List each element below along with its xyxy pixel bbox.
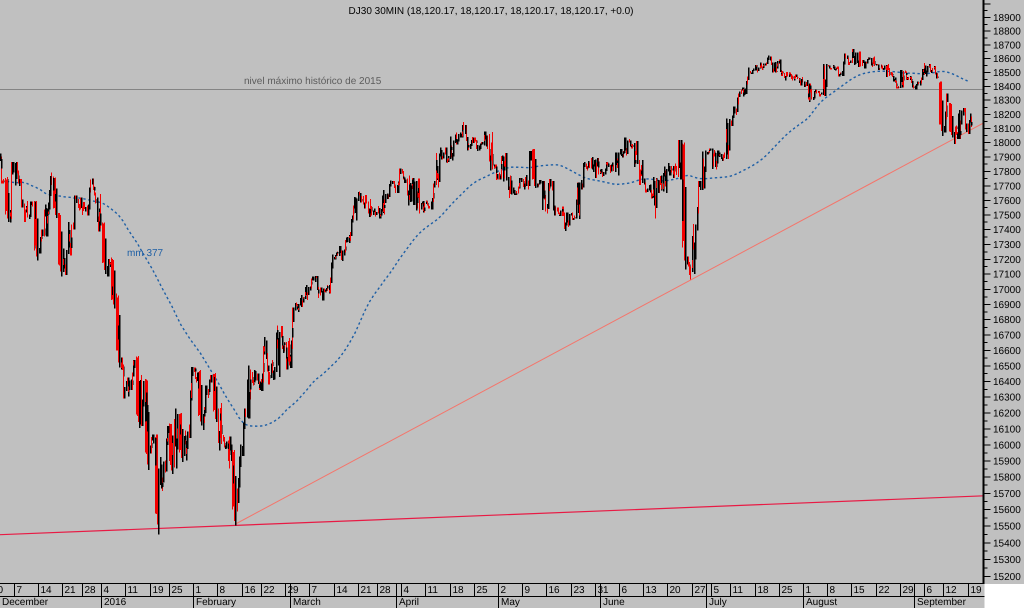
svg-text:16900: 16900 xyxy=(993,300,1021,311)
svg-text:8: 8 xyxy=(830,585,836,596)
svg-text:13: 13 xyxy=(646,585,658,596)
svg-text:16800: 16800 xyxy=(993,315,1021,326)
svg-text:April: April xyxy=(399,597,419,608)
svg-text:February: February xyxy=(196,597,236,608)
svg-text:11: 11 xyxy=(428,585,439,596)
svg-text:1: 1 xyxy=(806,585,812,596)
svg-text:17600: 17600 xyxy=(993,196,1021,207)
svg-text:18: 18 xyxy=(453,585,465,596)
svg-text:22: 22 xyxy=(264,585,276,596)
svg-text:18700: 18700 xyxy=(993,41,1021,52)
svg-text:16100: 16100 xyxy=(993,425,1021,436)
svg-text:29: 29 xyxy=(288,585,300,596)
svg-text:8: 8 xyxy=(220,585,226,596)
svg-text:20: 20 xyxy=(670,585,682,596)
svg-text:16: 16 xyxy=(245,585,257,596)
svg-text:15800: 15800 xyxy=(993,473,1021,484)
svg-text:6: 6 xyxy=(927,585,933,596)
svg-text:6: 6 xyxy=(622,585,628,596)
svg-text:5: 5 xyxy=(714,585,720,596)
svg-text:29: 29 xyxy=(903,585,915,596)
svg-text:18900: 18900 xyxy=(993,13,1021,24)
svg-text:16300: 16300 xyxy=(993,393,1021,404)
svg-text:17900: 17900 xyxy=(993,153,1021,164)
svg-text:June: June xyxy=(603,597,625,608)
svg-text:December: December xyxy=(2,597,49,608)
svg-text:15: 15 xyxy=(854,585,866,596)
svg-text:16500: 16500 xyxy=(993,362,1021,373)
svg-text:16: 16 xyxy=(549,585,561,596)
svg-text:16400: 16400 xyxy=(993,377,1021,388)
svg-text:18300: 18300 xyxy=(993,96,1021,107)
svg-text:27: 27 xyxy=(695,585,707,596)
svg-text:25: 25 xyxy=(477,585,489,596)
svg-text:15700: 15700 xyxy=(993,489,1021,500)
svg-text:16700: 16700 xyxy=(993,331,1021,342)
svg-text:28: 28 xyxy=(85,585,97,596)
svg-text:1: 1 xyxy=(196,585,202,596)
svg-text:September: September xyxy=(917,597,967,608)
svg-text:17100: 17100 xyxy=(993,270,1021,281)
svg-text:4: 4 xyxy=(404,585,410,596)
svg-text:18: 18 xyxy=(758,585,770,596)
svg-text:25: 25 xyxy=(172,585,184,596)
svg-text:17500: 17500 xyxy=(993,211,1021,222)
svg-text:14: 14 xyxy=(337,585,349,596)
svg-text:17200: 17200 xyxy=(993,255,1021,266)
svg-text:17300: 17300 xyxy=(993,240,1021,251)
svg-text:14: 14 xyxy=(41,585,53,596)
svg-text:30: 30 xyxy=(0,585,4,596)
svg-text:16600: 16600 xyxy=(993,346,1021,357)
svg-text:15900: 15900 xyxy=(993,457,1021,468)
svg-text:11: 11 xyxy=(128,585,139,596)
svg-text:mm 377: mm 377 xyxy=(127,248,164,259)
svg-text:9: 9 xyxy=(525,585,531,596)
svg-text:19: 19 xyxy=(153,585,165,596)
svg-text:15200: 15200 xyxy=(993,572,1021,583)
svg-text:2016: 2016 xyxy=(104,597,127,608)
svg-text:28: 28 xyxy=(380,585,392,596)
svg-text:17800: 17800 xyxy=(993,167,1021,178)
svg-text:18800: 18800 xyxy=(993,27,1021,38)
svg-text:7: 7 xyxy=(17,585,23,596)
svg-text:19: 19 xyxy=(971,585,983,596)
svg-text:15400: 15400 xyxy=(993,539,1021,550)
svg-text:17700: 17700 xyxy=(993,182,1021,193)
svg-text:17000: 17000 xyxy=(993,285,1021,296)
svg-text:25: 25 xyxy=(782,585,794,596)
svg-text:2: 2 xyxy=(501,585,507,596)
svg-text:21: 21 xyxy=(361,585,373,596)
svg-text:15500: 15500 xyxy=(993,522,1021,533)
svg-text:11: 11 xyxy=(733,585,744,596)
svg-text:12: 12 xyxy=(946,585,958,596)
svg-text:4: 4 xyxy=(104,585,110,596)
svg-text:March: March xyxy=(293,597,321,608)
svg-text:23: 23 xyxy=(574,585,586,596)
svg-text:16200: 16200 xyxy=(993,409,1021,420)
svg-text:17400: 17400 xyxy=(993,225,1021,236)
svg-text:18100: 18100 xyxy=(993,124,1021,135)
svg-text:16000: 16000 xyxy=(993,441,1021,452)
svg-text:31: 31 xyxy=(598,585,610,596)
svg-text:18000: 18000 xyxy=(993,138,1021,149)
svg-text:18600: 18600 xyxy=(993,54,1021,65)
svg-text:nivel máximo histórico de 2015: nivel máximo histórico de 2015 xyxy=(244,76,382,87)
svg-text:7: 7 xyxy=(312,585,318,596)
svg-text:August: August xyxy=(806,597,837,608)
svg-text:18500: 18500 xyxy=(993,68,1021,79)
svg-text:DJ30 30MIN (18,120.17, 18,120.: DJ30 30MIN (18,120.17, 18,120.17, 18,120… xyxy=(349,6,634,17)
svg-text:May: May xyxy=(501,597,520,608)
svg-text:July: July xyxy=(709,597,727,608)
svg-text:21: 21 xyxy=(65,585,77,596)
svg-text:15600: 15600 xyxy=(993,505,1021,516)
svg-text:18400: 18400 xyxy=(993,82,1021,93)
svg-text:22: 22 xyxy=(879,585,891,596)
svg-text:18200: 18200 xyxy=(993,110,1021,121)
svg-text:15300: 15300 xyxy=(993,555,1021,566)
